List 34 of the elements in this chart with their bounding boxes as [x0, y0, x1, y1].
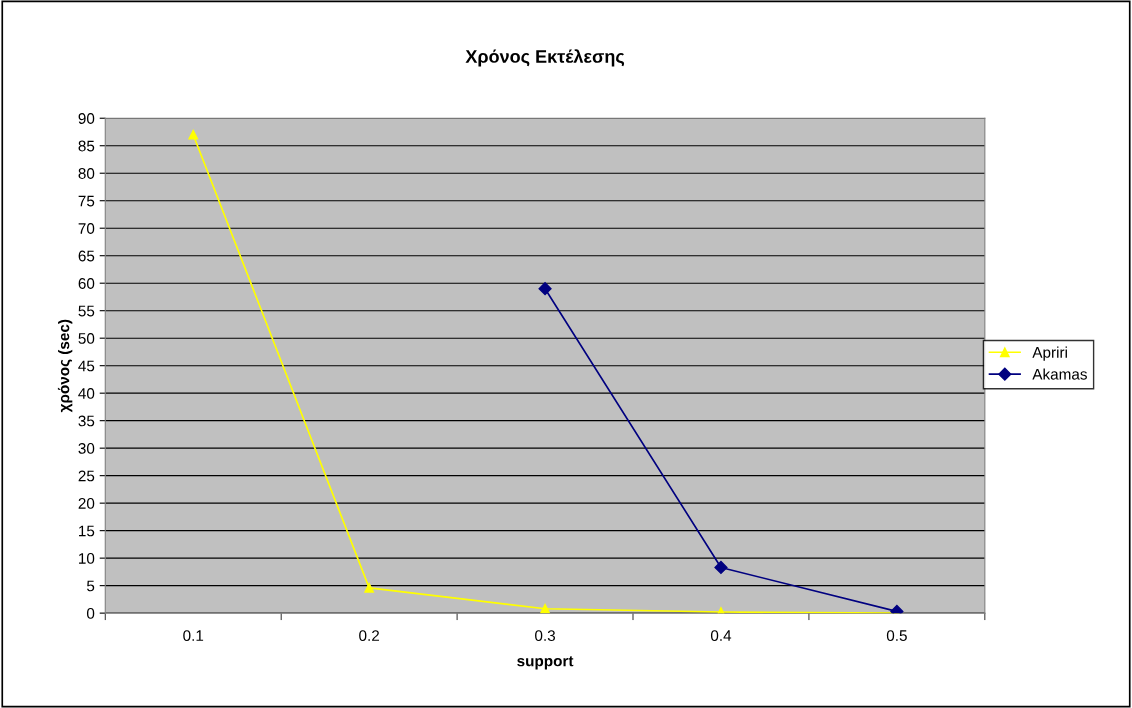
- y-tick-label: 80: [78, 168, 95, 179]
- y-tick-label: 10: [79, 553, 95, 564]
- y-tick-label: 35: [78, 415, 95, 427]
- y-tick-label: 60: [78, 278, 95, 289]
- y-tick-label: 65: [78, 250, 95, 262]
- y-tick-label: 45: [78, 360, 95, 372]
- y-tick-label: 0: [86, 608, 95, 619]
- legend-label: Akamas: [1032, 368, 1087, 380]
- x-axis-title: support: [517, 656, 574, 670]
- x-tick-label: 0.2: [359, 630, 379, 642]
- point: [538, 282, 552, 296]
- y-tick-label: 15: [79, 525, 95, 537]
- y-tick-label: 20: [78, 498, 95, 509]
- y-tick-label: 85: [78, 140, 95, 152]
- y-tick-label: 25: [78, 470, 95, 482]
- point: [188, 129, 199, 140]
- y-tick-label: 70: [78, 223, 95, 234]
- chart-title: Χρόνος Εκτέλεσης: [465, 49, 625, 67]
- point: [714, 560, 728, 575]
- y-axis-title: χρόνος (sec): [57, 319, 73, 413]
- y-tick-label: 30: [78, 443, 95, 454]
- point: [364, 582, 375, 593]
- point: [540, 603, 550, 614]
- y-tick-label: 40: [78, 388, 95, 399]
- x-tick-label: 0.3: [535, 630, 556, 642]
- y-tick-label: 75: [78, 195, 95, 207]
- y-tick-label: 55: [78, 305, 95, 317]
- y-tick-label: 5: [86, 580, 95, 592]
- x-tick-label: 0.4: [710, 630, 732, 642]
- legend-label: Apriri: [1032, 346, 1067, 361]
- x-tick-label: 0.5: [886, 630, 907, 642]
- y-tick-label: 50: [78, 333, 95, 344]
- x-tick-label: 0.1: [183, 630, 204, 642]
- y-tick-label: 90: [78, 113, 95, 124]
